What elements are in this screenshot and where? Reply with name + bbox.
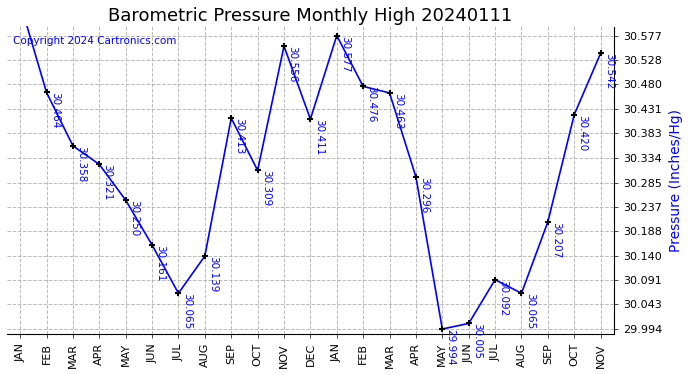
Text: 30.092: 30.092 bbox=[498, 280, 509, 316]
Text: 30.577: 30.577 bbox=[340, 36, 350, 72]
Text: 29.994: 29.994 bbox=[446, 329, 455, 366]
Point bbox=[94, 161, 105, 167]
Point bbox=[516, 290, 527, 296]
Point bbox=[357, 83, 368, 89]
Point bbox=[14, 0, 26, 6]
Point bbox=[173, 290, 184, 296]
Point bbox=[279, 43, 290, 49]
Text: 30.411: 30.411 bbox=[314, 119, 324, 156]
Text: 30.161: 30.161 bbox=[155, 245, 166, 281]
Point bbox=[331, 33, 342, 39]
Text: 30.065: 30.065 bbox=[525, 293, 535, 330]
Point bbox=[463, 321, 474, 327]
Point bbox=[542, 219, 553, 225]
Point bbox=[252, 168, 263, 174]
Text: 30.139: 30.139 bbox=[208, 256, 218, 292]
Point bbox=[384, 90, 395, 96]
Text: 30.005: 30.005 bbox=[472, 324, 482, 360]
Text: 30.358: 30.358 bbox=[76, 146, 86, 182]
Point bbox=[595, 50, 606, 56]
Text: 30.321: 30.321 bbox=[103, 164, 112, 201]
Point bbox=[146, 242, 157, 248]
Text: 30.556: 30.556 bbox=[287, 46, 297, 82]
Point bbox=[120, 197, 131, 203]
Point bbox=[490, 277, 501, 283]
Text: 30.413: 30.413 bbox=[235, 118, 244, 154]
Y-axis label: Pressure (Inches/Hg): Pressure (Inches/Hg) bbox=[669, 109, 683, 252]
Text: Copyright 2024 Cartronics.com: Copyright 2024 Cartronics.com bbox=[13, 36, 177, 46]
Title: Barometric Pressure Monthly High 20240111: Barometric Pressure Monthly High 2024011… bbox=[108, 7, 513, 25]
Text: 30.207: 30.207 bbox=[551, 222, 561, 258]
Text: 30.476: 30.476 bbox=[366, 86, 377, 123]
Text: 30.309: 30.309 bbox=[261, 171, 271, 207]
Point bbox=[41, 89, 52, 95]
Text: 30.420: 30.420 bbox=[578, 115, 588, 151]
Text: 30.296: 30.296 bbox=[420, 177, 429, 213]
Point bbox=[437, 326, 448, 332]
Point bbox=[199, 253, 210, 259]
Point bbox=[226, 115, 237, 121]
Text: 30.463: 30.463 bbox=[393, 93, 403, 129]
Text: 30.542: 30.542 bbox=[604, 53, 614, 90]
Point bbox=[305, 116, 316, 122]
Text: 30.642: 30.642 bbox=[0, 374, 1, 375]
Point bbox=[411, 174, 422, 180]
Point bbox=[68, 143, 79, 149]
Point bbox=[569, 112, 580, 118]
Text: 30.250: 30.250 bbox=[129, 200, 139, 236]
Text: 30.464: 30.464 bbox=[50, 92, 60, 129]
Text: 30.065: 30.065 bbox=[181, 293, 192, 330]
